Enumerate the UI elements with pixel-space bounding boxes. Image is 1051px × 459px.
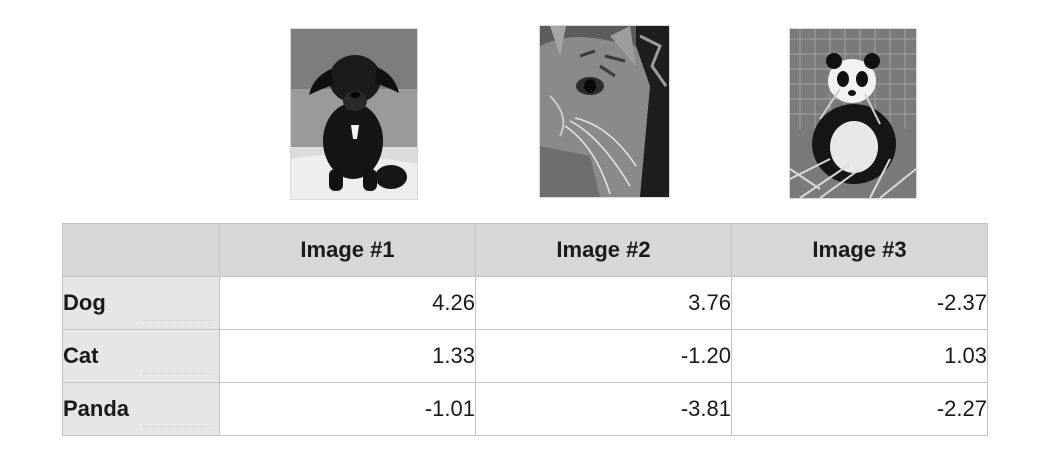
score-cell: 1.03 <box>731 329 988 383</box>
score-cell: 1.33 <box>219 329 476 383</box>
table-row-dog: Dog 4.26 3.76 -2.37 <box>62 276 988 330</box>
score-cell: -2.37 <box>731 276 988 330</box>
table-row-panda: Panda -1.01 -3.81 -2.27 <box>62 382 988 436</box>
score-cell: -2.27 <box>731 382 988 436</box>
table-row-cat: Cat 1.33 -1.20 1.03 <box>62 329 988 383</box>
score-cell: -3.81 <box>475 382 732 436</box>
row-label-panda: Panda <box>62 382 220 436</box>
dog-image <box>291 29 417 199</box>
panda-photo-icon <box>790 29 916 198</box>
cat-photo-icon <box>540 26 669 197</box>
column-header-image-2: Image #2 <box>475 223 732 277</box>
cat-image <box>540 26 669 197</box>
panda-image <box>790 29 916 198</box>
class-score-table: Image #1 Image #2 Image #3 Dog 4.26 3.76… <box>62 223 988 436</box>
score-cell: -1.20 <box>475 329 732 383</box>
score-cell: -1.01 <box>219 382 476 436</box>
table-corner-cell <box>62 223 220 277</box>
score-cell: 3.76 <box>475 276 732 330</box>
table-header-row: Image #1 Image #2 Image #3 <box>62 223 988 277</box>
score-cell: 4.26 <box>219 276 476 330</box>
column-header-image-3: Image #3 <box>731 223 988 277</box>
column-header-image-1: Image #1 <box>219 223 476 277</box>
dog-photo-icon <box>291 29 417 199</box>
row-label-dog: Dog <box>62 276 220 330</box>
row-label-cat: Cat <box>62 329 220 383</box>
